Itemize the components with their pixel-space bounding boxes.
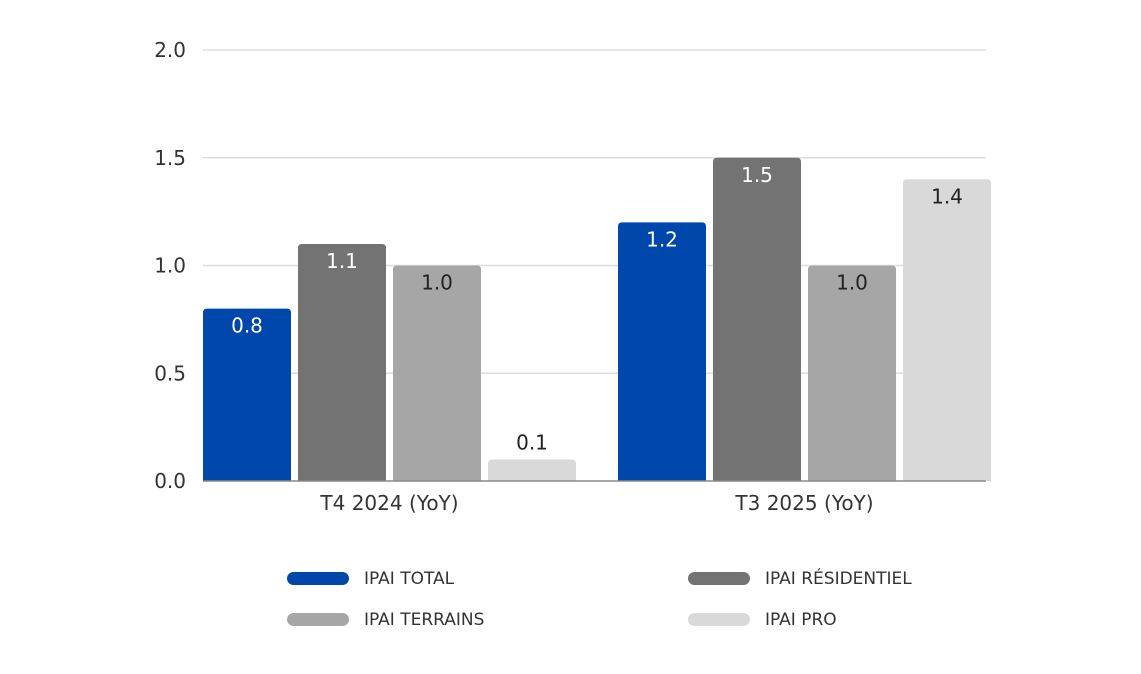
axis-layer: 0.0 0.5 1.0 1.5 2.0 T4 2024 (YoY) T3 2025 (YoY…: [154, 38, 986, 515]
legend-item: IPAI RÉSIDENTIEL: [688, 567, 912, 589]
y-tick-label: 0.0: [154, 469, 186, 493]
data-label: 1.2: [646, 227, 678, 251]
x-category-label: T3 2025 (YoY): [734, 491, 873, 515]
data-label: 1.4: [931, 184, 963, 208]
y-tick-label: 1.5: [154, 146, 186, 170]
y-tick-label: 0.5: [154, 361, 186, 385]
x-category-label: T4 2024 (YoY): [319, 491, 458, 515]
legend-swatch: [688, 572, 750, 585]
legend-swatch: [287, 613, 349, 626]
y-tick-label: 1.0: [154, 254, 186, 278]
bar: [713, 157, 801, 481]
bar: [903, 179, 991, 482]
legend-item: IPAI TERRAINS: [287, 610, 484, 630]
data-label: 1.0: [421, 271, 453, 295]
bar: [618, 222, 706, 481]
bar: [808, 265, 896, 481]
data-label: 0.1: [516, 430, 548, 454]
legend-swatch: [287, 572, 349, 585]
bars-layer: [203, 157, 991, 482]
data-label: 0.8: [231, 314, 263, 338]
data-label: 1.1: [326, 249, 358, 273]
bar: [488, 459, 576, 481]
bar: [393, 265, 481, 481]
legend-item: IPAI PRO: [688, 610, 837, 630]
data-label: 1.0: [836, 271, 868, 295]
bar: [203, 308, 291, 481]
legend: IPAI TOTAL IPAI RÉSIDENTIEL IPAI TERRAINS I…: [287, 567, 912, 630]
legend-label: IPAI RÉSIDENTIEL: [765, 567, 912, 589]
legend-label: IPAI TOTAL: [364, 569, 455, 589]
bar: [298, 243, 386, 481]
legend-item: IPAI TOTAL: [287, 569, 455, 589]
legend-label: IPAI TERRAINS: [364, 610, 484, 630]
legend-swatch: [688, 613, 750, 626]
legend-label: IPAI PRO: [765, 610, 837, 630]
data-labels-layer: 0.8 1.2 1.1 1.5 1.0 1.0 0.1 1.4: [231, 163, 963, 455]
data-label: 1.5: [741, 163, 773, 187]
y-tick-label: 2.0: [154, 38, 186, 62]
